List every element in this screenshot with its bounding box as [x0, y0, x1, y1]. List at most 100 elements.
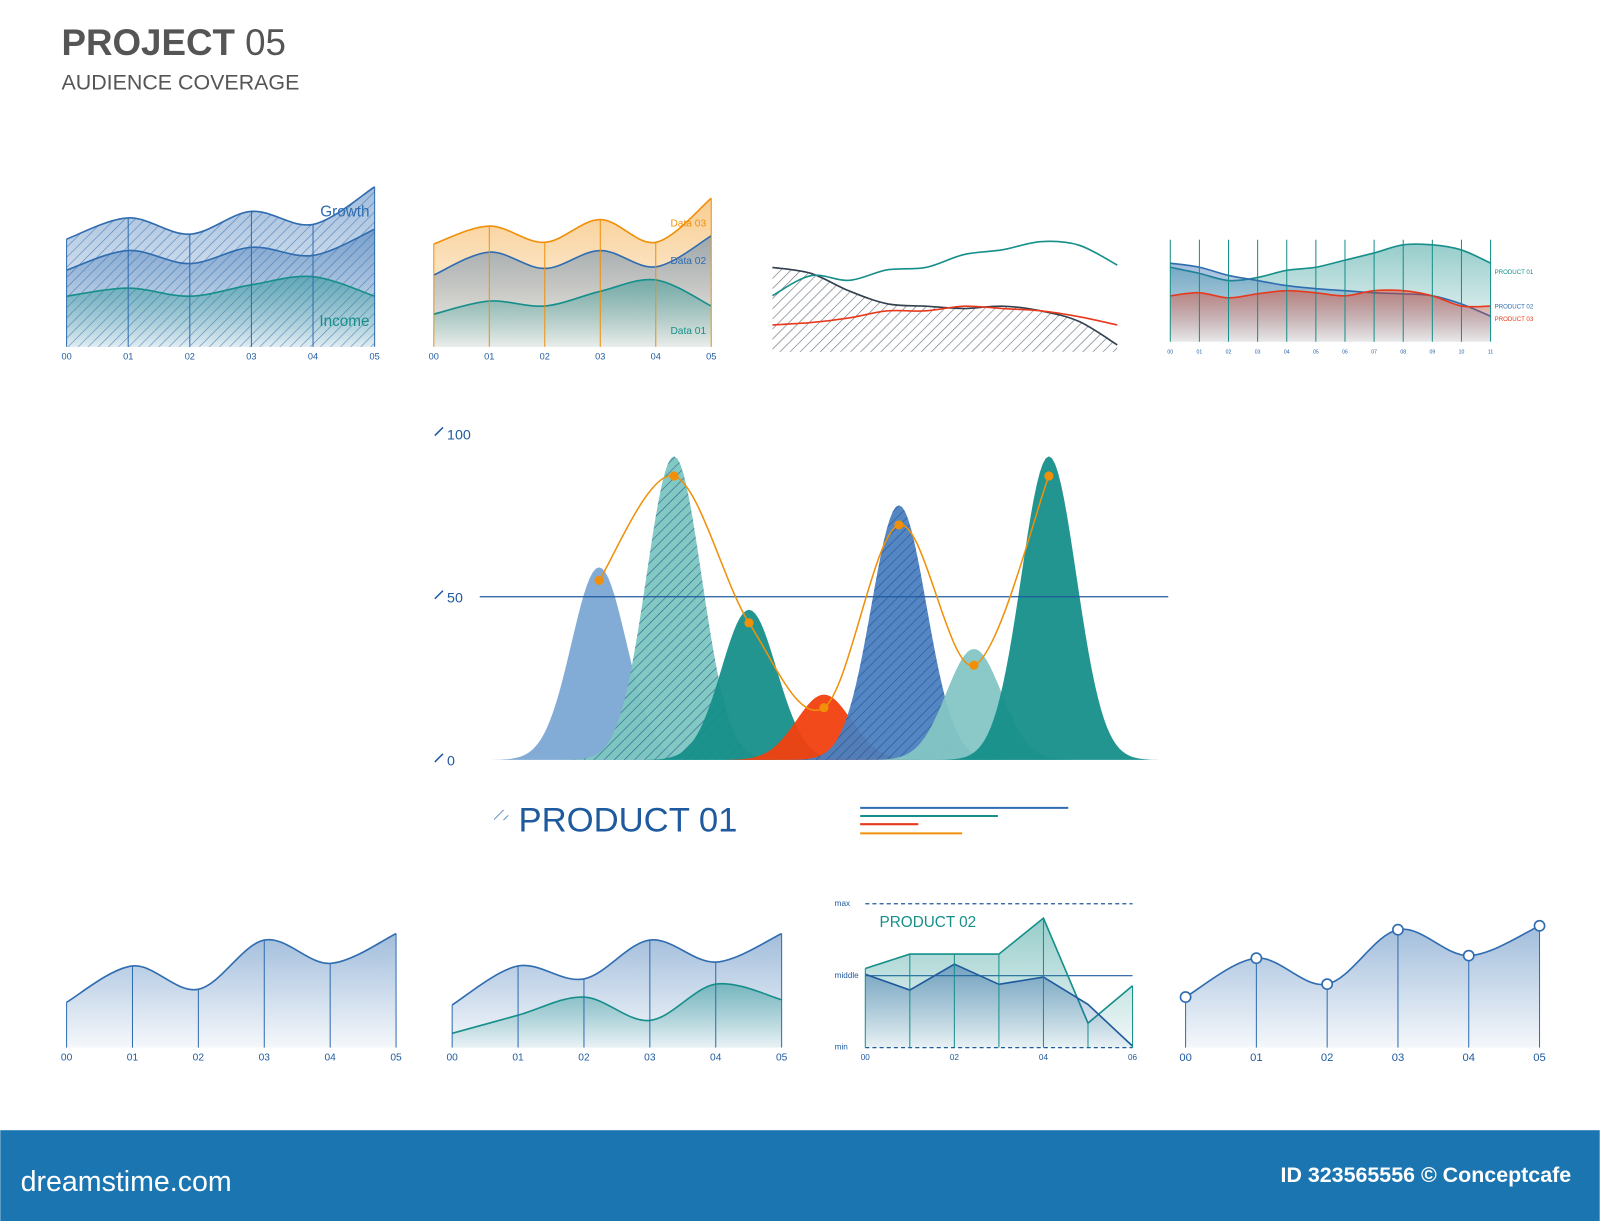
x-tick-label: 04	[308, 351, 318, 361]
series-line	[433, 278, 712, 315]
x-tick-label: 02	[578, 1052, 590, 1063]
marker	[1462, 949, 1475, 962]
legend-label: Data 01	[670, 326, 706, 337]
y-tick-label: 100	[447, 427, 471, 443]
legend-decoration	[860, 806, 1069, 835]
x-tick-label: 01	[484, 351, 494, 361]
series-line	[66, 275, 375, 298]
x-tick-label: 06	[1128, 1053, 1138, 1062]
x-tick-label: 05	[370, 351, 380, 361]
series-line	[66, 228, 375, 271]
x-tick-label: 01	[1250, 1052, 1262, 1064]
x-tick-label: 02	[950, 1053, 960, 1062]
title-icon	[493, 809, 509, 821]
peak	[713, 694, 935, 760]
title-word: PROJECT	[61, 22, 235, 63]
x-tick-label: 00	[429, 351, 439, 361]
area	[1185, 925, 1540, 1048]
x-tick-label: 00	[861, 1053, 871, 1062]
area	[66, 933, 397, 1048]
chart-title: PRODUCT 02	[880, 914, 977, 931]
legend-label: Data 03	[670, 218, 706, 229]
y-tick-label: middle	[835, 971, 859, 980]
x-tick-label: 11	[1488, 349, 1493, 355]
area	[433, 279, 712, 347]
x-tick-label: 02	[540, 351, 550, 361]
x-tick-label: 05	[706, 351, 716, 361]
series-line	[451, 982, 782, 1035]
x-tick-label: 06	[1342, 349, 1348, 355]
series-line	[772, 240, 1118, 297]
x-tick-label: 02	[193, 1052, 205, 1063]
tick-mark	[434, 426, 444, 437]
x-tick-label: 04	[710, 1052, 722, 1063]
x-tick-label: 01	[127, 1052, 139, 1063]
peak-hatch	[563, 456, 785, 760]
header-subtitle: AUDIENCE COVERAGE	[61, 70, 299, 94]
x-tick-label: 00	[61, 1052, 73, 1063]
chart-title: PRODUCT 01	[518, 801, 737, 839]
x-tick-label: 03	[1392, 1052, 1404, 1064]
series-line	[451, 932, 782, 1006]
x-tick-label: 01	[1197, 349, 1203, 355]
trend-point	[1044, 471, 1054, 481]
x-tick-label: 04	[324, 1052, 336, 1063]
trend-point	[669, 471, 679, 481]
x-tick-label: 00	[1179, 1052, 1191, 1064]
x-tick-label: 02	[185, 351, 195, 361]
x-tick-label: 05	[1313, 349, 1319, 355]
y-tick-label: 0	[447, 754, 455, 770]
trend-point	[744, 618, 754, 628]
x-tick-label: 08	[1400, 349, 1406, 355]
y-tick-label: max	[835, 899, 850, 908]
x-tick-label: 00	[61, 351, 71, 361]
x-tick-label: 10	[1459, 349, 1465, 355]
series-line	[772, 305, 1118, 326]
tick-mark	[434, 753, 444, 763]
x-tick-label: 07	[1371, 349, 1377, 355]
y-tick-label: min	[835, 1043, 848, 1052]
peak	[863, 648, 1085, 760]
marker	[1533, 919, 1546, 932]
x-tick-label: 04	[1463, 1052, 1475, 1064]
hatched-area	[772, 267, 1118, 352]
x-tick-label: 05	[1533, 1052, 1545, 1064]
x-tick-label: 01	[123, 351, 133, 361]
area	[1170, 290, 1491, 342]
legend-label: PRODUCT 02	[1495, 304, 1534, 311]
header-title: PROJECT 05	[61, 22, 285, 63]
x-tick-label: 03	[595, 351, 605, 361]
series-line	[433, 197, 712, 245]
x-tick-label: 01	[512, 1052, 524, 1063]
x-tick-label: 04	[651, 351, 661, 361]
x-tick-label: 09	[1430, 349, 1436, 355]
series-line	[1170, 289, 1491, 308]
x-tick-label: 05	[776, 1052, 788, 1063]
footer-bar	[0, 1130, 1600, 1221]
trend-point	[894, 520, 904, 530]
x-tick-label: 03	[246, 351, 256, 361]
footer-credit: ID 323565556 © Conceptcafe	[1281, 1163, 1572, 1187]
x-tick-label: 00	[1167, 349, 1173, 355]
trend-point	[594, 575, 604, 585]
marker	[1321, 978, 1334, 991]
area	[452, 983, 782, 1048]
x-tick-label: 02	[1226, 349, 1232, 355]
x-tick-label: 03	[1255, 349, 1261, 355]
series-line	[66, 932, 397, 1003]
legend-label: Data 02	[670, 256, 706, 267]
x-tick-label: 05	[390, 1052, 402, 1063]
marker	[1392, 923, 1404, 936]
x-tick-label: 03	[259, 1052, 271, 1063]
x-tick-label: 04	[1284, 349, 1290, 355]
title-number: 05	[245, 22, 286, 63]
x-tick-label: 03	[644, 1052, 656, 1063]
peak	[638, 609, 860, 760]
x-tick-label: 00	[446, 1052, 458, 1063]
tick-mark	[434, 590, 444, 600]
y-tick-label: 50	[447, 591, 463, 607]
peak	[938, 456, 1160, 760]
legend-label: PRODUCT 01	[1495, 269, 1534, 276]
x-tick-label: 04	[1039, 1053, 1049, 1062]
